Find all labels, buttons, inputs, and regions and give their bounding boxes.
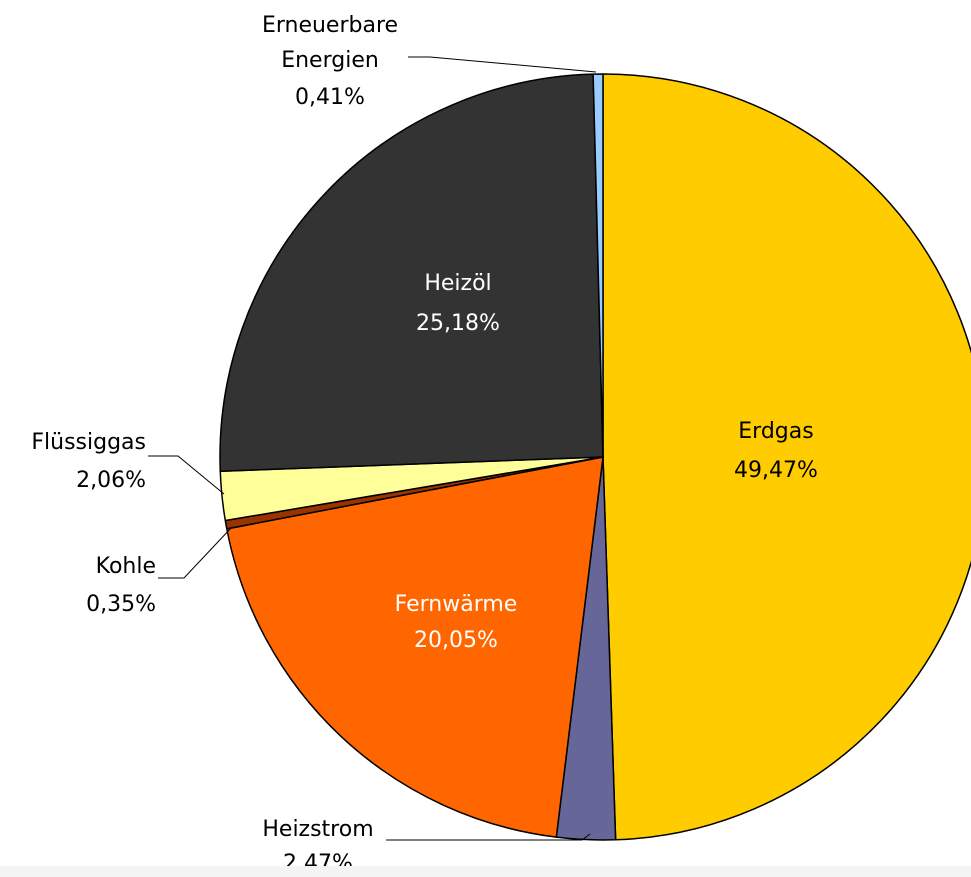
label-heizstrom-name: Heizstrom bbox=[262, 817, 373, 842]
label-fernwaerme-value: 20,05% bbox=[414, 628, 498, 653]
label-erneuerbare-line2: Energien bbox=[281, 48, 379, 73]
label-heizoel-value: 25,18% bbox=[416, 311, 500, 336]
slice-erdgas bbox=[602, 73, 971, 841]
label-erneuerbare-line1: Erneuerbare bbox=[262, 13, 398, 38]
leader-heizstrom bbox=[386, 833, 591, 841]
slice-heizöl bbox=[219, 73, 604, 473]
leader-lines bbox=[148, 56, 597, 841]
leader-kohle bbox=[158, 526, 233, 579]
label-fluessiggas-name: Flüssiggas bbox=[31, 430, 146, 455]
label-erdgas-value: 49,47% bbox=[734, 458, 818, 483]
label-heizoel-name: Heizöl bbox=[424, 271, 491, 296]
bottom-band bbox=[0, 866, 971, 877]
label-erneuerbare-value: 0,41% bbox=[295, 85, 365, 110]
slice-fernwärme bbox=[226, 456, 604, 838]
label-fluessiggas-value: 2,06% bbox=[76, 468, 146, 493]
pie-slices bbox=[219, 73, 971, 841]
label-kohle-name: Kohle bbox=[96, 554, 156, 579]
label-erdgas-name: Erdgas bbox=[738, 419, 813, 444]
label-kohle-value: 0,35% bbox=[86, 592, 156, 617]
slice-erneuerbare-energien bbox=[592, 73, 604, 458]
leader-erneuerbare bbox=[408, 56, 597, 73]
label-fernwaerme-name: Fernwärme bbox=[395, 592, 518, 617]
leader-fluessiggas bbox=[148, 455, 225, 495]
